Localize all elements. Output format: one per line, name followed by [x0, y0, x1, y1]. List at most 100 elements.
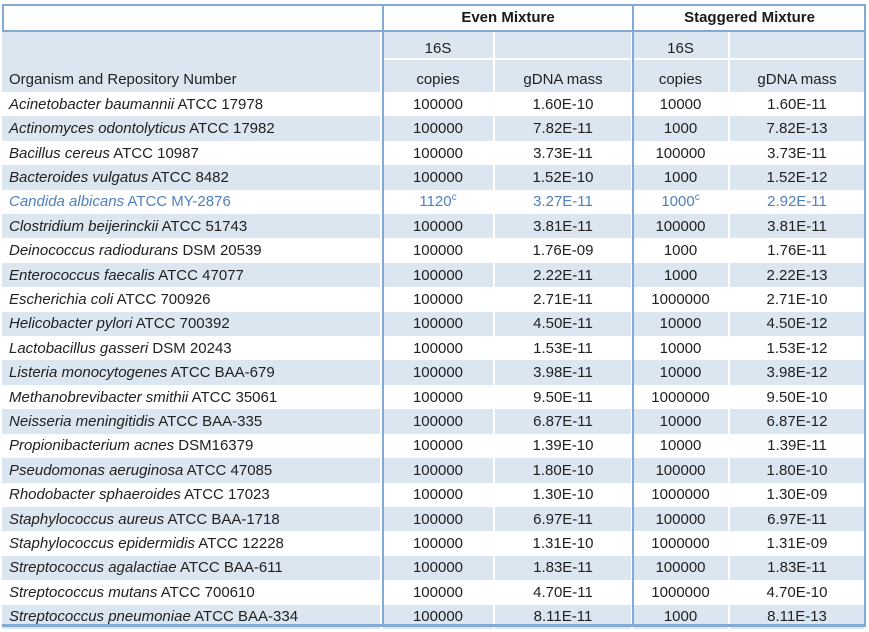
repository-number: ATCC 10987	[113, 144, 199, 162]
table-row: Enterococcus faecalis ATCC 47077 100000 …	[2, 262, 866, 288]
staggered-16s-copies-value: 100000	[633, 506, 730, 532]
organism-name: Streptococcus mutans	[9, 583, 158, 601]
staggered-16s-copies-value: 1000000	[633, 287, 730, 312]
repository-number: ATCC 700926	[116, 290, 211, 308]
staggered-gdna-spacer	[730, 31, 866, 60]
organism-cell: Escherichia coli ATCC 700926	[2, 287, 383, 312]
staggered-gdna-mass-value: 6.97E-11	[730, 506, 866, 532]
even-16s-copies-value: 100000	[383, 262, 495, 288]
staggered-gdna-mass-label: gDNA mass	[730, 60, 866, 92]
even-gdna-mass-value: 3.73E-11	[495, 140, 633, 166]
even-16s-copies-value: 100000	[383, 384, 495, 410]
organism-cell: Candida albicans ATCC MY-2876	[2, 189, 383, 215]
repository-number: DSM 20539	[182, 242, 262, 260]
even-16s-copies-value: 100000	[383, 604, 495, 629]
repository-number: ATCC 17978	[177, 95, 264, 113]
repository-number: ATCC BAA-611	[179, 559, 283, 577]
organism-name: Neisseria meningitidis	[9, 412, 155, 430]
footnote-marker: c	[451, 192, 457, 204]
organism-cell: Lactobacillus gasseri DSM 20243	[2, 336, 383, 361]
table-row: Candida albicans ATCC MY-2876 1120c 3.27…	[2, 189, 866, 215]
even-16s-copies-value: 100000	[383, 116, 495, 141]
organism-cell: Neisseria meningitidis ATCC BAA-335	[2, 409, 383, 434]
organism-name: Bacteroides vulgatus	[9, 168, 149, 186]
staggered-16s-copies-value: 1000	[633, 116, 730, 141]
table-row: Actinomyces odontolyticus ATCC 17982 100…	[2, 116, 866, 141]
staggered-gdna-mass-value: 1.83E-11	[730, 555, 866, 581]
organism-name: Staphylococcus epidermidis	[9, 535, 195, 553]
even-16s-copies-value: 100000	[383, 165, 495, 190]
organism-name: Deinococcus radiodurans	[9, 242, 179, 260]
staggered-gdna-mass-value: 1.76E-11	[730, 238, 866, 263]
organism-cell: Bacteroides vulgatus ATCC 8482	[2, 165, 383, 190]
staggered-gdna-mass-value: 2.92E-11	[730, 189, 866, 215]
staggered-16s-copies-value: 1000000	[633, 531, 730, 556]
staggered-gdna-mass-value: 3.73E-11	[730, 140, 866, 166]
repository-number: ATCC 17023	[184, 486, 270, 504]
staggered-16s-copies-value: 10000	[633, 311, 730, 337]
even-gdna-mass-value: 3.27E-11	[495, 189, 633, 215]
even-mixture-header: Even Mixture	[383, 4, 633, 31]
even-gdna-mass-value: 2.22E-11	[495, 262, 633, 288]
even-gdna-mass-value: 1.80E-10	[495, 458, 633, 483]
organism-cell: Pseudomonas aeruginosa ATCC 47085	[2, 458, 383, 483]
even-16s-copies-value: 100000	[383, 214, 495, 239]
staggered-16s-copies-value: 1000	[633, 238, 730, 263]
even-16s-copies-value: 100000	[383, 506, 495, 532]
staggered-16s-copies-value: 100000	[633, 555, 730, 581]
even-16s-copies-value: 100000	[383, 92, 495, 117]
even-gdna-mass-value: 1.76E-09	[495, 238, 633, 263]
organism-name: Staphylococcus aureus	[9, 510, 165, 528]
staggered-copies-label: copies	[633, 60, 730, 92]
repository-number: ATCC 700610	[160, 583, 255, 601]
group-header-row: Even Mixture Staggered Mixture	[2, 4, 866, 31]
repository-number: ATCC 12228	[198, 535, 284, 553]
staggered-16s-copies-value: 100000	[633, 140, 730, 166]
table-row: Deinococcus radiodurans DSM 20539 100000…	[2, 238, 866, 263]
repository-number: DSM 20243	[152, 339, 232, 357]
even-16s-copies-value: 100000	[383, 555, 495, 581]
organism-name: Enterococcus faecalis	[9, 266, 155, 284]
even-16s-copies-value: 1120c	[383, 189, 495, 215]
even-gdna-mass-value: 4.70E-11	[495, 580, 633, 605]
staggered-gdna-mass-value: 1.53E-12	[730, 336, 866, 361]
table-row: Listeria monocytogenes ATCC BAA-679 1000…	[2, 360, 866, 385]
organism-cell: Bacillus cereus ATCC 10987	[2, 140, 383, 166]
table-row: Propionibacterium acnes DSM16379 100000 …	[2, 433, 866, 459]
even-gdna-mass-value: 1.83E-11	[495, 555, 633, 581]
organism-name: Candida albicans	[9, 193, 125, 211]
even-gdna-mass-value: 1.30E-10	[495, 482, 633, 507]
repository-number: ATCC 35061	[191, 388, 278, 406]
organism-name: Methanobrevibacter smithii	[9, 388, 189, 406]
organism-name: Streptococcus agalactiae	[9, 559, 177, 577]
staggered-gdna-mass-value: 1.80E-10	[730, 458, 866, 483]
staggered-16s-copies-value: 1000000	[633, 482, 730, 507]
even-16s-copies-value: 100000	[383, 287, 495, 312]
staggered-16s-copies-value: 10000	[633, 360, 730, 385]
organism-cell: Acinetobacter baumannii ATCC 17978	[2, 92, 383, 117]
staggered-gdna-mass-value: 6.87E-12	[730, 409, 866, 434]
table-row: Lactobacillus gasseri DSM 20243 100000 1…	[2, 336, 866, 361]
organism-name: Helicobacter pylori	[9, 315, 133, 333]
even-copies-label: copies	[383, 60, 495, 92]
repository-number: ATCC BAA-679	[170, 364, 275, 382]
even-16s-copies-value: 100000	[383, 433, 495, 459]
organism-cell: Staphylococcus aureus ATCC BAA-1718	[2, 506, 383, 532]
staggered-16s-copies-value: 1000	[633, 604, 730, 629]
footnote-marker: c	[694, 192, 700, 204]
organism-cell: Staphylococcus epidermidis ATCC 12228	[2, 531, 383, 556]
even-gdna-mass-value: 7.82E-11	[495, 116, 633, 141]
repository-number: ATCC 47085	[186, 461, 273, 479]
even-16s-copies-value: 100000	[383, 336, 495, 361]
table-row: Pseudomonas aeruginosa ATCC 47085 100000…	[2, 458, 866, 483]
repository-number: ATCC 8482	[151, 168, 229, 186]
staggered-gdna-mass-value: 7.82E-13	[730, 116, 866, 141]
organism-name: Acinetobacter baumannii	[9, 95, 175, 113]
organism-cell: Streptococcus mutans ATCC 700610	[2, 580, 383, 605]
staggered-gdna-mass-value: 1.52E-12	[730, 165, 866, 190]
staggered-gdna-mass-value: 4.50E-12	[730, 311, 866, 337]
organism-name: Pseudomonas aeruginosa	[9, 461, 184, 479]
table-row: Clostridium beijerinckii ATCC 51743 1000…	[2, 214, 866, 239]
even-16s-copies-value: 100000	[383, 580, 495, 605]
even-gdna-mass-value: 6.87E-11	[495, 409, 633, 434]
